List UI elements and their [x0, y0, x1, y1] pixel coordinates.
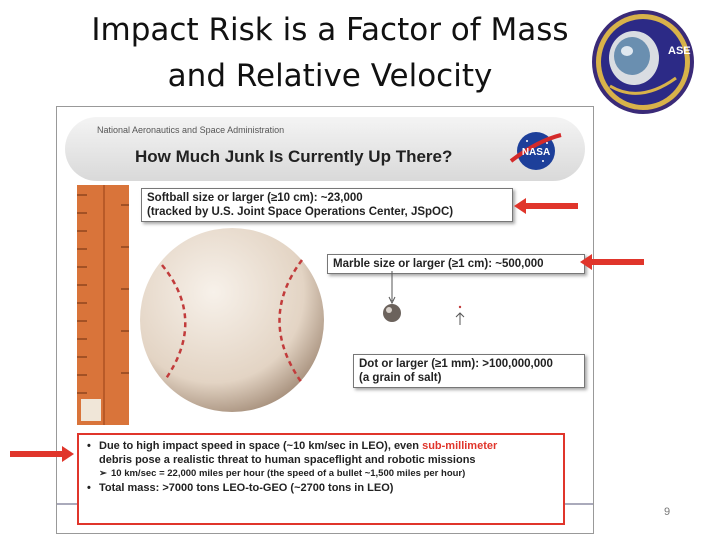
slide-question: How Much Junk Is Currently Up There?: [135, 147, 453, 166]
bullet-total-mass: • Total mass: >7000 tons LEO-to-GEO (~27…: [87, 481, 555, 495]
ase-logo: ASE: [592, 10, 694, 114]
arrow-bullet-icon: ➢: [99, 468, 107, 479]
softball-tracking-text: (tracked by U.S. Joint Space Operations …: [147, 206, 454, 218]
bullet-icon: •: [87, 440, 91, 452]
ruler-image: [77, 185, 129, 425]
impact-threat-text: debris pose a realistic threat to human …: [99, 454, 476, 466]
marble-count-box: Marble size or larger (≥1 cm): ~500,000: [327, 254, 585, 274]
impact-speed-text: Due to high impact speed in space (~10 k…: [99, 440, 423, 452]
slide-title-line-1: Impact Risk is a Factor of Mass: [91, 12, 569, 48]
dot-count-text: Dot or larger (≥1 mm): >100,000,000: [359, 358, 553, 370]
embedded-slide: National Aeronautics and Space Administr…: [56, 106, 594, 534]
softball-count-text: Softball size or larger (≥10 cm): ~23,00…: [147, 192, 363, 204]
impact-speed-box: • Due to high impact speed in space (~10…: [77, 433, 565, 525]
red-arrow-marble: [580, 254, 644, 270]
red-arrow-softball: [514, 198, 578, 214]
bullet-icon: •: [87, 482, 91, 494]
sub-millimeter-highlight: sub-millimeter: [422, 440, 498, 452]
nasa-logo-text: NASA: [522, 147, 550, 158]
speed-comparison-text: 10 km/sec = 22,000 miles per hour (the s…: [111, 468, 466, 479]
marble-count-text: Marble size or larger (≥1 cm): ~500,000: [333, 258, 544, 270]
nasa-logo: NASA: [509, 132, 562, 170]
slide-title-line-2: and Relative Velocity: [167, 58, 493, 94]
ase-logo-text: ASE: [668, 45, 691, 57]
grain-of-salt-text: (a grain of salt): [359, 372, 442, 384]
bullet-speed-comparison: ➢ 10 km/sec = 22,000 miles per hour (the…: [87, 467, 555, 481]
softball-count-box: Softball size or larger (≥10 cm): ~23,00…: [141, 188, 513, 222]
softball-image: [140, 228, 324, 412]
red-arrow-impact: [10, 446, 74, 462]
header-banner: [65, 117, 585, 181]
agency-name: National Aeronautics and Space Administr…: [97, 125, 285, 135]
dot-count-box: Dot or larger (≥1 mm): >100,000,000 (a g…: [353, 354, 585, 388]
total-mass-text: Total mass: >7000 tons LEO-to-GEO (~2700…: [99, 482, 394, 494]
bullet-impact-speed: • Due to high impact speed in space (~10…: [87, 439, 555, 467]
dot-pointer: [455, 305, 465, 325]
marble-pointer-line: [388, 271, 396, 305]
page-number: 9: [664, 506, 671, 518]
marble-image: [383, 304, 401, 322]
